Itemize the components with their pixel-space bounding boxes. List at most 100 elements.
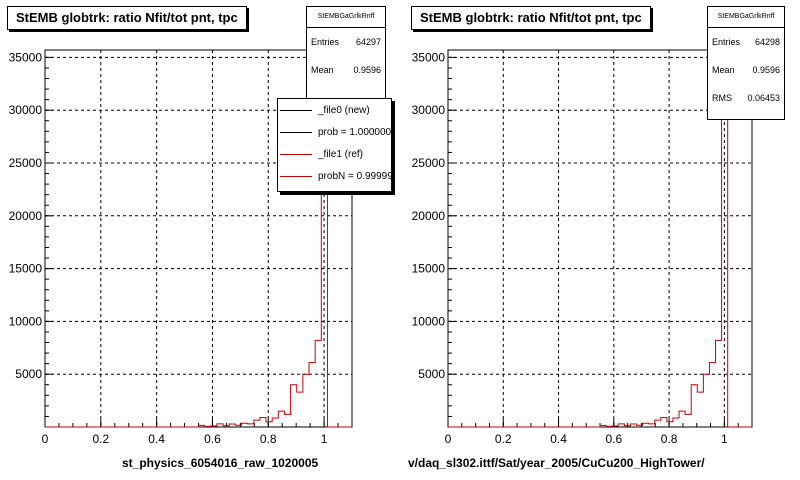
left-stats-entries-value: 64297 xyxy=(355,37,381,47)
left-x-tick-label-5: 1 xyxy=(321,432,328,446)
right-histogram-bin-4 xyxy=(624,426,630,427)
right-histogram-bin-12 xyxy=(673,418,679,427)
left-histogram-bin-1 xyxy=(205,426,211,427)
left-y-tick-label-3: 20000 xyxy=(9,209,43,223)
right-histogram-bin-10 xyxy=(661,417,667,427)
right-histogram-bin-2 xyxy=(612,426,618,427)
right-histogram-bin-5 xyxy=(630,424,636,427)
left-stats-mean-label: Mean xyxy=(311,65,334,75)
right-histogram-bin-19 xyxy=(716,340,722,427)
right-x-tick-label-3: 0.6 xyxy=(605,432,622,446)
left-histogram-bin-8 xyxy=(248,424,254,427)
right-histogram-bin-7 xyxy=(643,423,649,427)
legend-label-prob: prob = 1.000000 xyxy=(318,126,392,138)
right-y-tick-label-2: 15000 xyxy=(412,262,446,276)
left-stats-entries: Entries 64297 xyxy=(307,28,385,56)
right-histogram-bin-11 xyxy=(667,422,673,427)
left-y-tick-label-4: 25000 xyxy=(9,156,43,170)
legend-line-prob xyxy=(280,131,312,133)
right-histogram: 0 0.2 0.4 0.6 0.8 150001000015000200002500030… xyxy=(412,49,753,446)
right-stats-entries-label: Entries xyxy=(712,37,741,47)
left-histogram-bin-6 xyxy=(235,425,241,427)
left-histogram-bin-11 xyxy=(266,422,272,427)
right-histogram-bin-6 xyxy=(636,425,642,427)
left-histogram-bin-15 xyxy=(291,385,297,427)
right-histogram-bin-9 xyxy=(655,420,661,427)
right-x-tick-label-4: 0.8 xyxy=(661,432,678,446)
left-histogram-bin-18 xyxy=(309,363,315,427)
right-y-tick-label-3: 20000 xyxy=(412,209,446,223)
left-histogram-bin-3 xyxy=(217,424,223,427)
left-x-tick-label-1: 0.2 xyxy=(92,432,109,446)
right-histogram-bin-13 xyxy=(679,411,685,427)
left-histogram-bin-10 xyxy=(260,417,266,427)
legend-entry-probn: probN = 0.999999 xyxy=(278,165,391,187)
right-histogram-bin-8 xyxy=(649,424,655,427)
legend-entry-file1: _file1 (ref) xyxy=(278,143,391,165)
right-stats-mean-value: 0.9596 xyxy=(752,65,780,75)
left-stats-mean-value: 0.9596 xyxy=(353,65,381,75)
left-histogram-bin-9 xyxy=(254,420,260,427)
left-histogram-bin-13 xyxy=(278,411,284,427)
left-histogram-bin-12 xyxy=(272,418,278,427)
left-x-axis-title: st_physics_6054016_raw_1020005 xyxy=(122,456,319,470)
right-stats-mean-label: Mean xyxy=(712,65,735,75)
right-histogram-bin-18 xyxy=(709,363,715,427)
legend-entry-prob: prob = 1.000000 xyxy=(278,121,391,143)
right-stats-mean: Mean 0.9596 xyxy=(708,56,784,84)
right-x-tick-label-5: 1 xyxy=(721,432,728,446)
legend-line-file0 xyxy=(280,109,312,111)
left-y-tick-label-2: 15000 xyxy=(9,262,43,276)
right-x-axis-title: v/daq_sl302.ittf/Sat/year_2005/CuCu200_H… xyxy=(408,456,705,470)
right-x-tick-label-1: 0.2 xyxy=(495,432,512,446)
right-histogram-bin-14 xyxy=(685,414,691,427)
right-y-tick-label-6: 35000 xyxy=(412,50,446,64)
left-histogram-series-0 xyxy=(45,49,352,428)
left-title: StEMB globtrk: ratio Nfit/tot pnt, tpc xyxy=(7,6,247,30)
right-stats-rms-value: 0.06453 xyxy=(747,93,780,103)
right-stats-entries: Entries 64298 xyxy=(708,28,784,56)
left-legend: _file0 (new) prob = 1.000000 _file1 (ref… xyxy=(277,98,392,192)
left-y-tick-label-1: 10000 xyxy=(9,314,43,328)
legend-line-probn xyxy=(280,175,312,177)
right-stats-name: StEMBGaGrlkRnff xyxy=(708,7,784,28)
left-histogram-bin-5 xyxy=(229,424,235,427)
legend-entry-file0: _file0 (new) xyxy=(278,99,391,121)
right-x-tick-label-2: 0.4 xyxy=(550,432,567,446)
left-x-tick-label-0: 0 xyxy=(42,432,49,446)
left-histogram-bin-17 xyxy=(303,374,309,427)
left-histogram-bin-14 xyxy=(284,414,290,427)
right-title: StEMB globtrk: ratio Nfit/tot pnt, tpc xyxy=(411,6,651,30)
right-stats-rms: RMS 0.06453 xyxy=(708,84,784,112)
legend-line-file1 xyxy=(280,153,312,155)
left-histogram-bin-4 xyxy=(223,426,229,427)
left-x-tick-label-3: 0.6 xyxy=(204,432,221,446)
left-x-tick-label-4: 0.8 xyxy=(260,432,277,446)
right-stats-entries-value: 64298 xyxy=(754,37,780,47)
right-y-tick-label-1: 10000 xyxy=(412,314,446,328)
left-stats-entries-label: Entries xyxy=(311,37,340,47)
left-y-tick-label-5: 30000 xyxy=(9,103,43,117)
left-histogram-bin-2 xyxy=(211,426,217,427)
right-stats-rms-label: RMS xyxy=(712,93,732,103)
right-stats-box: StEMBGaGrlkRnff Entries 64298 Mean 0.959… xyxy=(707,6,785,120)
left-y-tick-label-0: 5000 xyxy=(15,367,42,381)
left-x-tick-label-2: 0.4 xyxy=(148,432,165,446)
right-histogram-bin-17 xyxy=(703,374,709,427)
left-stats-name: StEMBGaGrlkRnff xyxy=(307,7,385,28)
left-histogram-bin-19 xyxy=(315,340,321,427)
left-y-tick-label-6: 35000 xyxy=(9,50,43,64)
right-x-tick-label-0: 0 xyxy=(445,432,452,446)
left-histogram-bin-7 xyxy=(241,423,247,427)
right-y-tick-label-0: 5000 xyxy=(418,367,445,381)
left-stats-box: StEMBGaGrlkRnff Entries 64297 Mean 0.959… xyxy=(306,6,386,106)
left-stats-mean: Mean 0.9596 xyxy=(307,56,385,84)
right-y-tick-label-5: 30000 xyxy=(412,103,446,117)
legend-label-file1: _file1 (ref) xyxy=(318,148,364,160)
right-histogram-bin-16 xyxy=(697,392,703,427)
right-histogram-series-0 xyxy=(448,49,752,428)
left-histogram-bin-0 xyxy=(199,425,205,427)
right-histogram-bin-3 xyxy=(618,424,624,427)
legend-label-file0: _file0 (new) xyxy=(318,104,370,116)
